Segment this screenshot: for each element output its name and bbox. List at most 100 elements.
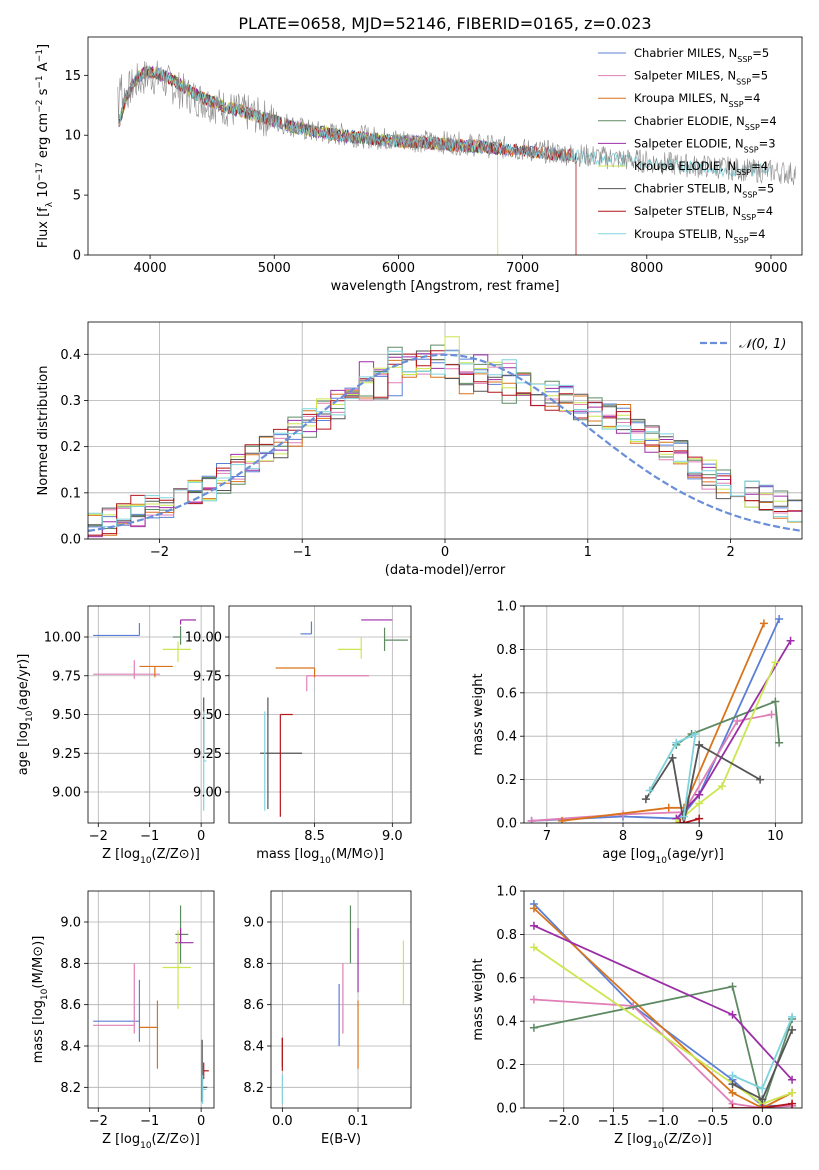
- plot-area: [281, 905, 405, 1104]
- x-tick-label: 5000: [258, 261, 291, 276]
- x-tick-label: 8.5: [304, 829, 325, 844]
- y-tick-label: 8.2: [243, 1081, 264, 1096]
- x-tick-label: 7000: [506, 261, 539, 276]
- y-tick-label: 1.0: [496, 885, 517, 900]
- y-tick-label: 0.2: [496, 1058, 517, 1073]
- y-tick-label: 0.8: [496, 928, 517, 943]
- y-tick-label: 9.00: [52, 786, 81, 801]
- errorbar-point: [260, 697, 303, 810]
- label-part: log: [300, 847, 320, 862]
- massweight-marker: [529, 904, 538, 913]
- x-tick-label: 8000: [630, 261, 663, 276]
- massweight-line: [675, 662, 777, 823]
- massweight-marker: [645, 786, 654, 795]
- grid: [88, 606, 214, 823]
- massweight-marker: [558, 816, 567, 823]
- x-tick-label: −2: [89, 1114, 108, 1129]
- residual-histogram: [88, 350, 802, 528]
- panel-massweight_vs_age: 7 8 9 10 0.0 0.2 0.4 0.6 0.8 1.0 age [log10​(age/y…: [471, 600, 803, 866]
- legend-sub: SSP: [734, 235, 749, 244]
- label-part: (age/yr)]: [16, 654, 31, 711]
- y-tick-label: 9.25: [193, 747, 222, 762]
- legend-sub: SSP: [729, 100, 744, 109]
- x-tick-label: 7: [543, 829, 551, 844]
- errorbar-point: [275, 667, 316, 678]
- label-part: log: [632, 1132, 652, 1147]
- y-tick-label: 9.00: [193, 786, 222, 801]
- grid: [88, 891, 214, 1108]
- errorbar-point: [139, 665, 173, 678]
- x-axis-label: age [log10​(age/yr)]: [602, 847, 724, 866]
- legend-sub: SSP: [742, 190, 757, 199]
- label-part: (Z/Z⊙)]: [664, 1132, 712, 1147]
- massweight-marker: [775, 615, 784, 624]
- x-tick-label: 9: [695, 829, 703, 844]
- errorbar-point: [203, 711, 207, 811]
- y-tick-label: 0.0: [496, 1102, 517, 1117]
- x-tick-label: 9.0: [382, 829, 403, 844]
- x-axis-label: Z [log10​(Z/Z⊙)]: [102, 847, 200, 866]
- errorbar-point: [93, 979, 141, 1042]
- massweight-line: [648, 732, 697, 817]
- x-tick-label: 6000: [382, 261, 415, 276]
- legend-suffix: =4: [751, 159, 768, 173]
- y-axis-label: Flux [fλ​ 10−17​ erg cm−2​ s−1​ A−1​]: [35, 44, 55, 248]
- massweight-marker: [728, 1010, 737, 1019]
- massweight-marker: [676, 819, 685, 823]
- errorbar-point: [172, 626, 182, 645]
- x-tick-label: 10: [767, 829, 784, 844]
- massweight-marker: [728, 1104, 737, 1108]
- label-part: 10: [25, 710, 35, 722]
- label-part: −2: [35, 100, 45, 113]
- axes-frame: [228, 605, 412, 824]
- y-tick-label: 10.00: [44, 631, 81, 646]
- massweight-marker: [728, 1088, 737, 1097]
- massweight-marker: [767, 710, 776, 719]
- label-part: Z [: [614, 1132, 632, 1147]
- y-tick-label: 8.8: [243, 957, 264, 972]
- panel-age_vs_mass: 8.5 9.0 9.00 9.25 9.50 9.75 10.00 mass [log10​(…: [185, 605, 412, 866]
- massweight-line: [645, 743, 761, 823]
- errorbar-point: [383, 627, 408, 651]
- errorbar-point: [202, 1074, 207, 1104]
- massweight-line: [732, 1102, 793, 1108]
- x-tick-label: −1.5: [598, 1114, 630, 1129]
- massweight-marker: [788, 1075, 797, 1084]
- label-part: (age/yr)]: [667, 847, 724, 862]
- y-tick-label: 0.4: [496, 1015, 517, 1030]
- label-part: (Z/Z⊙)]: [152, 1132, 200, 1147]
- label-part: log: [120, 1132, 140, 1147]
- x-axis-label: Z [log10​(Z/Z⊙)]: [614, 1132, 712, 1151]
- massweight-marker: [786, 636, 795, 645]
- x-tick-label: 0.0: [272, 1114, 293, 1129]
- panel-mass_vs_Z: −2 −1 0 8.2 8.4 8.6 8.8 9.0 Z [log10​(Z/Z⊙)] mass…: [31, 890, 215, 1151]
- plot-area: [93, 905, 209, 1104]
- plot-area: [88, 336, 802, 538]
- label-part: (data-model)/error: [385, 563, 506, 578]
- axes-frame: [87, 890, 215, 1109]
- plot-area: [527, 615, 795, 823]
- label-part: Flux [f: [36, 207, 51, 248]
- spectrum-data-line: [117, 60, 797, 186]
- y-tick-label: 9.0: [243, 916, 264, 931]
- legend-suffix: =3: [759, 136, 776, 150]
- massweight-marker: [672, 738, 681, 747]
- errorbar-point: [175, 905, 189, 964]
- massweight-marker: [529, 995, 538, 1004]
- massweight-marker: [756, 775, 765, 784]
- legend-sub: SSP: [741, 213, 756, 222]
- legend-sub: SSP: [736, 77, 751, 86]
- label-part: E(B-V): [321, 1132, 361, 1147]
- label-part: 10: [140, 856, 152, 866]
- massweight-marker: [695, 814, 704, 823]
- errorbar-point: [93, 660, 160, 679]
- spectrum-model-line: [118, 64, 771, 178]
- label-part: A: [36, 62, 51, 75]
- y-tick-label: 15: [64, 69, 81, 84]
- label-part: wavelength [Angstrom, rest frame]: [331, 279, 560, 294]
- x-axis-label: wavelength [Angstrom, rest frame]: [331, 279, 560, 294]
- axes-frame: [270, 890, 412, 1109]
- label-part: (M/M⊙)]: [331, 847, 384, 862]
- plot-area: [93, 619, 212, 811]
